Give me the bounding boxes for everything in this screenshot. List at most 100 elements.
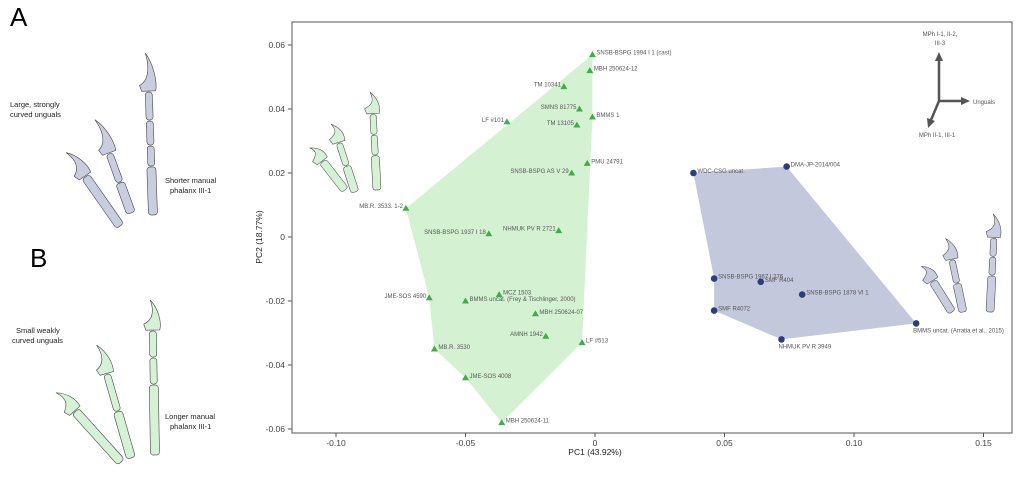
data-point-triangle [430,345,438,352]
data-point-circle [690,169,697,177]
x-tick-label: 0.10 [846,438,863,448]
data-point-triangle [542,332,550,339]
data-point-triangle [568,169,576,176]
data-point-triangle [498,419,506,426]
y-tick-label: -0.04 [266,360,286,370]
loading-label-up-1: MPh I-1, II-2, [923,32,958,38]
panel-a-phalanx-label-1: Shorter manual [165,176,217,185]
data-point-circle [912,320,920,327]
finger-illustration [143,299,161,456]
data-point-circle [798,291,806,298]
data-point-triangle [575,105,583,112]
data-point-triangle [462,297,469,304]
finger-illustration [94,119,135,214]
y-tick-label: 0.02 [268,168,285,178]
data-point-triangle [503,118,511,125]
data-point-triangle [495,291,503,298]
blue-hull [693,166,917,340]
convex-hulls [405,54,917,423]
finger-illustration [96,344,135,459]
panel-a-unguals-label-2: curved unguals [10,110,61,119]
point-label: TM 10341 [534,83,562,89]
point-label: NHMUK PV R 2721 [503,227,556,233]
loading-label-down: MPh II-1, III-1 [919,133,956,139]
x-tick-label: 0.15 [975,438,992,448]
data-point-circle [783,163,790,170]
data-point-triangle [462,374,469,381]
point-label: NHMUK PV R 3949 [778,344,831,350]
y-tick-label: 0 [280,232,285,242]
data-point-triangle [588,113,596,120]
finger-illustration [309,147,348,192]
finger-illustration [364,91,382,191]
point-label: BMMS 1 [596,113,620,119]
data-points: SNSB-BSPG 1994 I 1 (cast) MBH 250624-12 TM… [359,51,1004,426]
x-axis-label: PC1 (43.92%) [568,447,622,457]
y-tick-label: 0.04 [268,104,285,114]
point-label: MB.R. 3533. 1-2 [359,204,403,210]
data-point-triangle [425,294,433,301]
data-point-circle [710,275,718,282]
panel-b-phalanx-label-1: Longer manual [165,412,215,421]
axes: -0.10 -0.05 0 0.05 0.10 0.15 0.06 0.04 0.02 0 -0.0… [266,40,992,448]
point-label: MCZ 1503 [503,291,532,297]
data-point-circle [757,278,765,286]
panel-a-phalanx-label-2: phalanx III-1 [170,186,211,195]
y-axis-label: PC2 (18.77%) [254,210,264,264]
point-label: AMNH 1942 [510,332,543,338]
x-tick-label: 0 [593,438,598,448]
finger-illustration [55,392,124,465]
point-label: SNSB-BSPG 1878 VI 1 [806,291,869,297]
panel-b-letter: B [30,243,47,273]
point-label: MBH 250624-11 [506,419,550,425]
y-tick-label: -0.02 [266,296,286,306]
loading-label-right: Unguals [973,100,995,106]
point-label: LF #101 [482,118,505,124]
point-label: SNSB-BSPG 1967 I 276 [718,275,784,281]
finger-illustration [985,213,1002,313]
point-label: SNSB-BSPG 1937 I 18 [424,230,486,236]
panel-b-unguals-label-1: Small weakly [16,326,60,335]
loadings-arrows [927,52,970,128]
data-point-triangle [578,339,586,346]
point-label: SMNS 81775 [541,105,577,111]
x-tick-label: 0.05 [716,438,733,448]
point-label: PMU 24791 [591,159,623,165]
plot-frame [291,21,1013,434]
point-label: TM 13105 [547,121,575,127]
data-point-triangle [485,230,493,237]
hand-illustrations [55,52,161,465]
point-label: MBH 250624-12 [594,67,638,73]
finger-illustration [329,123,359,193]
point-label: BMMS uncat. (Frey & Tischlinger, 2000) [470,297,576,303]
loading-label-up-2: III-3 [935,41,946,47]
data-point-triangle [402,204,410,211]
point-label: DMA-JP-2014/004 [791,163,841,169]
point-label: SNSB-BSPG 1994 I 1 (cast) [596,51,671,57]
data-point-triangle [560,83,568,90]
point-label: MB.R. 3530 [438,345,470,351]
data-point-triangle [555,227,563,234]
point-label: JME-SOS 4590 [385,294,427,300]
data-point-triangle [588,51,596,58]
finger-illustration [139,52,158,216]
x-tick-label: -0.10 [326,438,346,448]
point-label: WDC-CSG uncat. [697,169,745,175]
finger-illustration [921,266,955,314]
y-tick-label: 0.06 [268,40,285,50]
point-label: SNSB-BSPG AS V 29 [510,169,569,175]
panel-b-unguals-label-2: curved unguals [12,336,63,345]
point-label: SMF R4072 [718,307,751,313]
data-point-triangle [531,310,539,317]
panel-b-phalanx-label-2: phalanx III-1 [170,422,211,431]
point-label: JME-SOS 4008 [470,374,512,380]
finger-illustration [942,238,967,313]
point-label: LF #513 [586,339,609,345]
data-point-triangle [583,159,591,166]
data-point-triangle [573,121,581,128]
plot-hand-illustrations [309,91,1002,314]
point-label: BMMS uncat. (Arratia et al., 2015) [913,328,1004,334]
panel-a-unguals-label-1: Large, strongly [10,100,60,109]
data-point-circle [710,307,718,314]
